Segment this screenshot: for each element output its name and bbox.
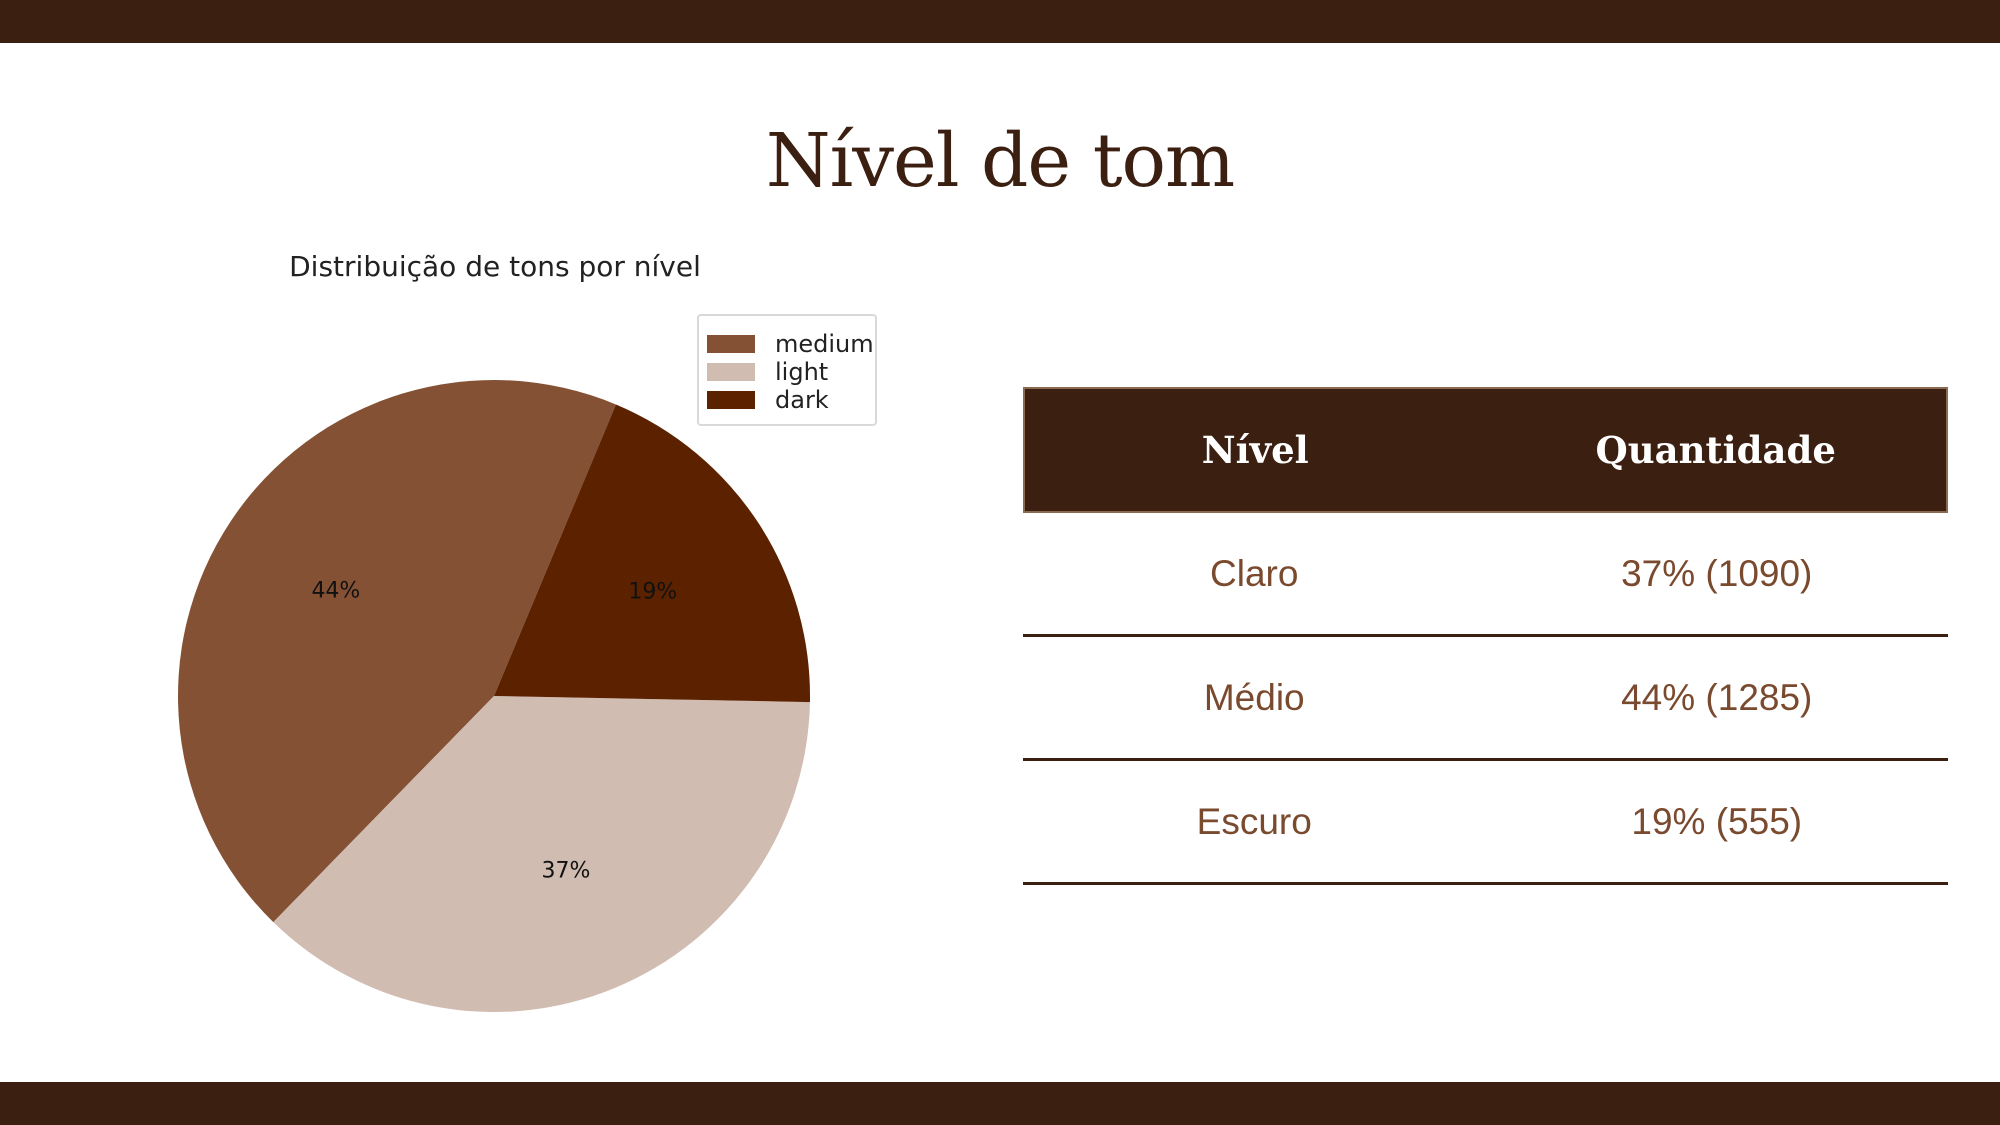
table-header-cell: Quantidade	[1595, 428, 1836, 472]
legend-label-medium: medium	[775, 330, 874, 358]
pie-label-light: 37%	[541, 858, 590, 883]
pie-slice-light	[273, 696, 810, 1013]
table-cell: Escuro	[1196, 800, 1312, 842]
table-row: Claro 37% (1090)	[1023, 513, 1948, 637]
legend-swatch-dark	[707, 391, 755, 409]
legend-swatch-light	[707, 363, 755, 381]
legend-label-light: light	[775, 358, 829, 386]
pie-label-medium: 44%	[311, 578, 360, 603]
legend-label-dark: dark	[775, 386, 829, 414]
table-cell: Médio	[1203, 676, 1305, 718]
chart-title: Distribuição de tons por nível	[289, 250, 701, 283]
top-band	[0, 0, 2000, 43]
table-cell: 44% (1285)	[1621, 676, 1813, 718]
table-cell: Claro	[1210, 552, 1299, 594]
table-row: Médio 44% (1285)	[1023, 637, 1948, 761]
pie-label-dark: 19%	[628, 579, 677, 604]
table-cell: 37% (1090)	[1621, 552, 1813, 594]
bottom-band	[0, 1082, 2000, 1125]
table-row: Escuro 19% (555)	[1023, 761, 1948, 885]
pie-slice-medium	[178, 380, 616, 923]
page-title: Nível de tom	[765, 118, 1235, 204]
legend-item-dark: dark	[707, 385, 829, 415]
table-cell: 19% (555)	[1631, 800, 1803, 842]
chart-legend: medium light dark	[697, 314, 877, 426]
table-header: Nível Quantidade	[1023, 387, 1948, 513]
pie-slice-dark	[494, 404, 810, 703]
legend-item-medium: medium	[707, 329, 874, 359]
legend-item-light: light	[707, 357, 828, 387]
table-header-cell: Nível	[1201, 428, 1309, 472]
legend-swatch-medium	[707, 335, 755, 353]
pie-chart: 44% 37% 19%	[178, 380, 810, 1013]
summary-table: Nível Quantidade Claro 37% (1090) Médio …	[1023, 387, 1948, 885]
